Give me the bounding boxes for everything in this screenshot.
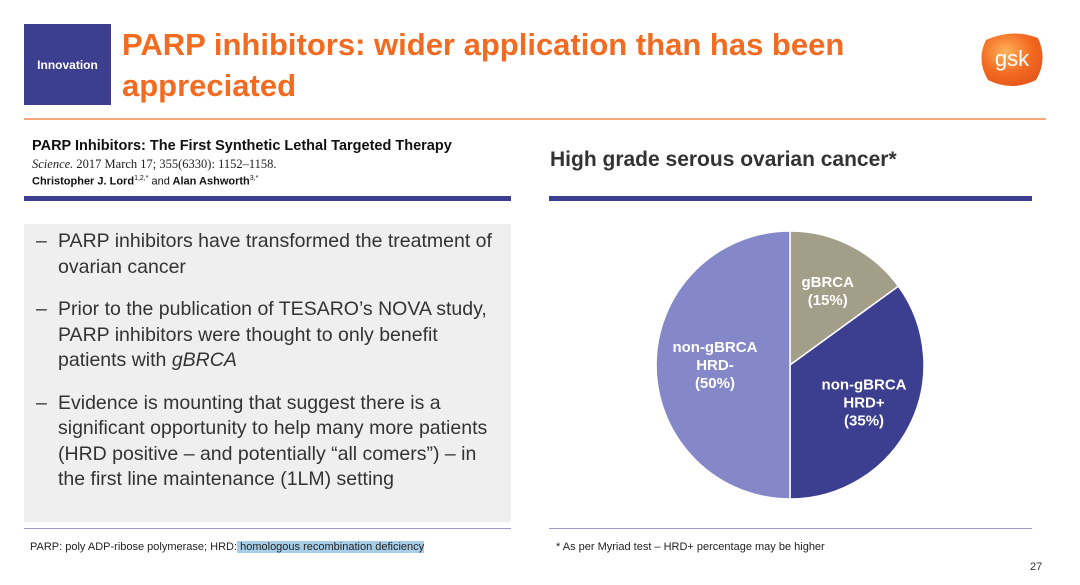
- bullet-dash: –: [36, 298, 47, 320]
- pie-label-non-gbrca-hrd-pos: non-gBRCA HRD+ (35%): [822, 377, 907, 430]
- bullet-list: – PARP inhibitors have transformed the t…: [24, 224, 511, 522]
- paper-title: PARP Inhibitors: The First Synthetic Let…: [32, 138, 452, 154]
- ovarian-cancer-pie-chart: gBRCA (15%) non-gBRCA HRD+ (35%) non-gBRCA HRD…: [655, 230, 925, 500]
- page-number: 27: [1030, 561, 1043, 573]
- paper-authors: Christopher J. Lord1,2,* and Alan Ashwor…: [32, 175, 259, 188]
- right-divider-bar: [549, 196, 1032, 201]
- bullet-item: – Prior to the publication of TESARO’s N…: [36, 298, 487, 371]
- chart-footnote: * As per Myriad test – HRD+ percentage m…: [556, 541, 825, 553]
- page-title: PARP inhibitors: wider application than …: [122, 27, 845, 103]
- bullet-dash: –: [36, 391, 47, 414]
- citation-details: 2017 March 17; 355(6330): 1152–1158.: [76, 157, 277, 171]
- pie-label-non-gbrca-hrd-neg: non-gBRCA HRD-(50%): [672, 339, 757, 392]
- pie-slice-non-gbrca-hrd-neg: [655, 230, 791, 500]
- abbreviation-footnote: PARP: poly ADP-ribose polymerase; HRD: h…: [30, 541, 425, 553]
- pie-slice-non-gbrca-hrd-pos: [789, 285, 925, 500]
- section-tag: Innovation: [24, 24, 111, 105]
- paper-citation: Science. 2017 March 17; 355(6330): 1152–…: [32, 157, 277, 172]
- gsk-logo: gsk: [981, 33, 1043, 86]
- svg-text:gsk: gsk: [995, 46, 1030, 71]
- right-footer-rule: [549, 528, 1032, 529]
- bullet-dash: –: [36, 230, 47, 252]
- header-divider: [24, 118, 1046, 120]
- bullet-item: – PARP inhibitors have transformed the t…: [36, 230, 492, 278]
- bullet-item: – Evidence is mounting that suggest ther…: [36, 391, 488, 491]
- left-divider-bar: [24, 196, 511, 201]
- pie-label-gbrca: gBRCA (15%): [801, 274, 854, 309]
- left-footer-rule: [24, 528, 511, 529]
- highlighted-text: homologous recombination deficiency: [237, 541, 425, 553]
- chart-section-title: High grade serous ovarian cancer*: [550, 148, 897, 171]
- pie-slice-gbrca: [789, 230, 900, 367]
- journal-name: Science.: [32, 157, 74, 171]
